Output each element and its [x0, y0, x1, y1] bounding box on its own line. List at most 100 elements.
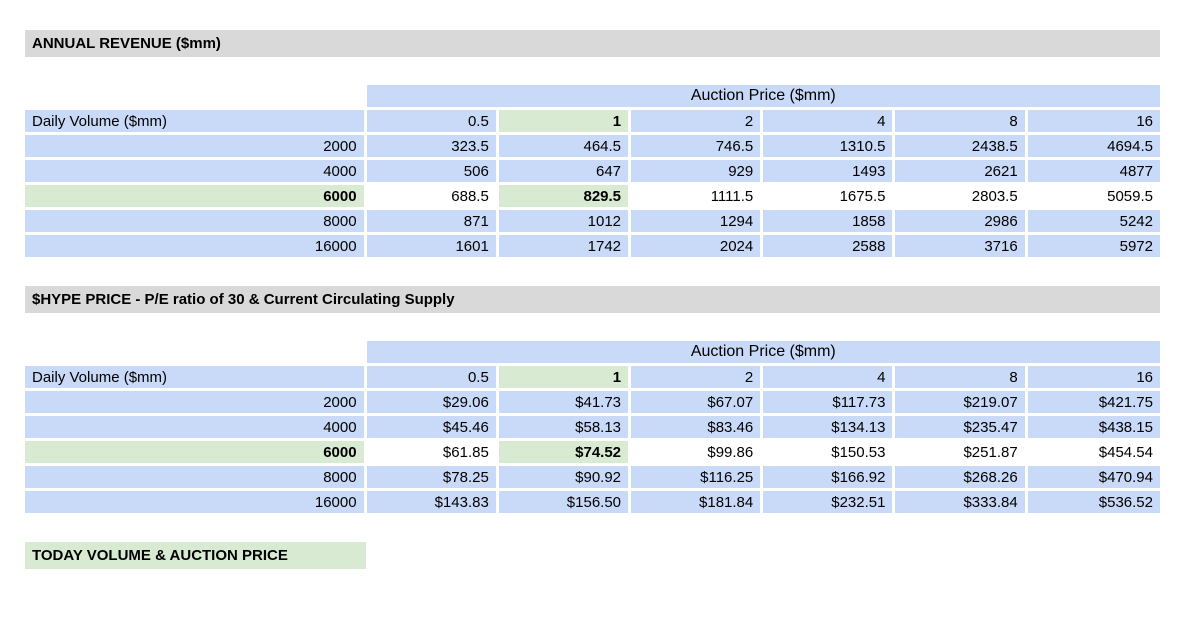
data-cell[interactable]: 1493 [763, 160, 896, 185]
data-cell[interactable]: 1012 [498, 210, 632, 235]
data-cell[interactable]: 2803.5 [895, 185, 1028, 210]
data-cell[interactable]: $470.94 [1027, 466, 1160, 491]
data-cell[interactable]: $333.84 [895, 491, 1028, 516]
section-header-today-volume[interactable]: TODAY VOLUME & AUCTION PRICE [25, 542, 366, 569]
data-cell[interactable]: $41.73 [498, 391, 632, 416]
data-cell[interactable]: 1310.5 [763, 135, 896, 160]
data-cell[interactable]: 464.5 [498, 135, 632, 160]
data-cell[interactable]: 1858 [763, 210, 896, 235]
data-cell[interactable]: 4877 [1027, 160, 1160, 185]
annual-revenue-table: Auction Price ($mm) Daily Volume ($mm) 0.5… [25, 85, 1160, 260]
column-header[interactable]: 1 [498, 110, 632, 135]
data-cell[interactable]: $251.87 [895, 441, 1028, 466]
row-label[interactable]: 8000 [25, 466, 367, 491]
data-row: 6000 688.5 829.5 1111.5 1675.5 2803.5 5059.5 [25, 185, 1160, 210]
column-header[interactable]: 2 [631, 110, 764, 135]
data-cell[interactable]: $61.85 [366, 441, 499, 466]
row-label-header[interactable]: Daily Volume ($mm) [25, 366, 367, 391]
data-cell[interactable]: 829.5 [498, 185, 632, 210]
row-label[interactable]: 4000 [25, 160, 367, 185]
data-cell[interactable]: 506 [366, 160, 499, 185]
merged-header-row: Auction Price ($mm) [25, 85, 1160, 110]
data-cell[interactable]: $99.86 [631, 441, 764, 466]
row-label[interactable]: 6000 [25, 185, 367, 210]
data-cell[interactable]: 2438.5 [895, 135, 1028, 160]
data-cell[interactable]: 647 [498, 160, 632, 185]
data-cell[interactable]: 929 [631, 160, 764, 185]
column-header[interactable]: 1 [498, 366, 632, 391]
data-cell[interactable]: $438.15 [1027, 416, 1160, 441]
auction-price-merged-header[interactable]: Auction Price ($mm) [366, 85, 1160, 110]
data-cell[interactable]: $74.52 [498, 441, 632, 466]
data-cell[interactable]: 4694.5 [1027, 135, 1160, 160]
data-row: 8000 $78.25 $90.92 $116.25 $166.92 $268.26 $47… [25, 466, 1160, 491]
data-row: 4000 506 647 929 1493 2621 4877 [25, 160, 1160, 185]
data-cell[interactable]: 1675.5 [763, 185, 896, 210]
data-cell[interactable]: 2986 [895, 210, 1028, 235]
data-cell[interactable]: $117.73 [763, 391, 896, 416]
section-header-annual-revenue[interactable]: ANNUAL REVENUE ($mm) [25, 30, 1160, 57]
merged-header-row: Auction Price ($mm) [25, 341, 1160, 366]
data-cell[interactable]: $45.46 [366, 416, 499, 441]
row-label[interactable]: 2000 [25, 391, 367, 416]
data-cell[interactable]: $232.51 [763, 491, 896, 516]
column-header[interactable]: 16 [1027, 366, 1160, 391]
data-cell[interactable]: $150.53 [763, 441, 896, 466]
data-cell[interactable]: $268.26 [895, 466, 1028, 491]
data-cell[interactable]: $83.46 [631, 416, 764, 441]
column-header[interactable]: 16 [1027, 110, 1160, 135]
data-cell[interactable]: 2024 [631, 235, 764, 260]
column-header[interactable]: 4 [763, 110, 896, 135]
row-label[interactable]: 6000 [25, 441, 367, 466]
data-cell[interactable]: 746.5 [631, 135, 764, 160]
data-row: 2000 $29.06 $41.73 $67.07 $117.73 $219.07 $421… [25, 391, 1160, 416]
data-cell[interactable]: 323.5 [366, 135, 499, 160]
data-cell[interactable]: $78.25 [366, 466, 499, 491]
data-cell[interactable]: $454.54 [1027, 441, 1160, 466]
column-header[interactable]: 8 [895, 110, 1028, 135]
row-label[interactable]: 2000 [25, 135, 367, 160]
data-cell[interactable]: $58.13 [498, 416, 632, 441]
data-cell[interactable]: $67.07 [631, 391, 764, 416]
data-cell[interactable]: $166.92 [763, 466, 896, 491]
auction-price-merged-header[interactable]: Auction Price ($mm) [366, 341, 1160, 366]
section-header-hype-price[interactable]: $HYPE PRICE - P/E ratio of 30 & Current … [25, 286, 1160, 313]
column-header[interactable]: 0.5 [366, 366, 499, 391]
data-cell[interactable]: 2588 [763, 235, 896, 260]
data-cell[interactable]: $134.13 [763, 416, 896, 441]
data-cell[interactable]: 3716 [895, 235, 1028, 260]
data-cell[interactable]: $536.52 [1027, 491, 1160, 516]
data-cell[interactable]: $235.47 [895, 416, 1028, 441]
column-header[interactable]: 2 [631, 366, 764, 391]
data-cell[interactable]: 688.5 [366, 185, 499, 210]
data-cell[interactable]: 5972 [1027, 235, 1160, 260]
data-cell[interactable]: $90.92 [498, 466, 632, 491]
data-row: 16000 1601 1742 2024 2588 3716 5972 [25, 235, 1160, 260]
column-header[interactable]: 0.5 [366, 110, 499, 135]
data-cell[interactable]: $116.25 [631, 466, 764, 491]
data-cell[interactable]: $219.07 [895, 391, 1028, 416]
data-cell[interactable]: 1742 [498, 235, 632, 260]
data-cell[interactable]: $143.83 [366, 491, 499, 516]
data-cell[interactable]: 871 [366, 210, 499, 235]
row-label-header[interactable]: Daily Volume ($mm) [25, 110, 367, 135]
data-cell[interactable]: $181.84 [631, 491, 764, 516]
data-cell[interactable]: 1601 [366, 235, 499, 260]
data-row: 4000 $45.46 $58.13 $83.46 $134.13 $235.47 $438… [25, 416, 1160, 441]
data-cell[interactable]: 5059.5 [1027, 185, 1160, 210]
data-row: 6000 $61.85 $74.52 $99.86 $150.53 $251.87 $454… [25, 441, 1160, 466]
row-label[interactable]: 4000 [25, 416, 367, 441]
row-label[interactable]: 16000 [25, 491, 367, 516]
data-cell[interactable]: 1294 [631, 210, 764, 235]
data-cell[interactable]: $421.75 [1027, 391, 1160, 416]
data-cell[interactable]: $156.50 [498, 491, 632, 516]
column-header[interactable]: 8 [895, 366, 1028, 391]
column-header[interactable]: 4 [763, 366, 896, 391]
data-cell[interactable]: $29.06 [366, 391, 499, 416]
data-cell[interactable]: 1111.5 [631, 185, 764, 210]
data-cell[interactable]: 2621 [895, 160, 1028, 185]
data-cell[interactable]: 5242 [1027, 210, 1160, 235]
row-label[interactable]: 8000 [25, 210, 367, 235]
row-label[interactable]: 16000 [25, 235, 367, 260]
data-row: 8000 871 1012 1294 1858 2986 5242 [25, 210, 1160, 235]
